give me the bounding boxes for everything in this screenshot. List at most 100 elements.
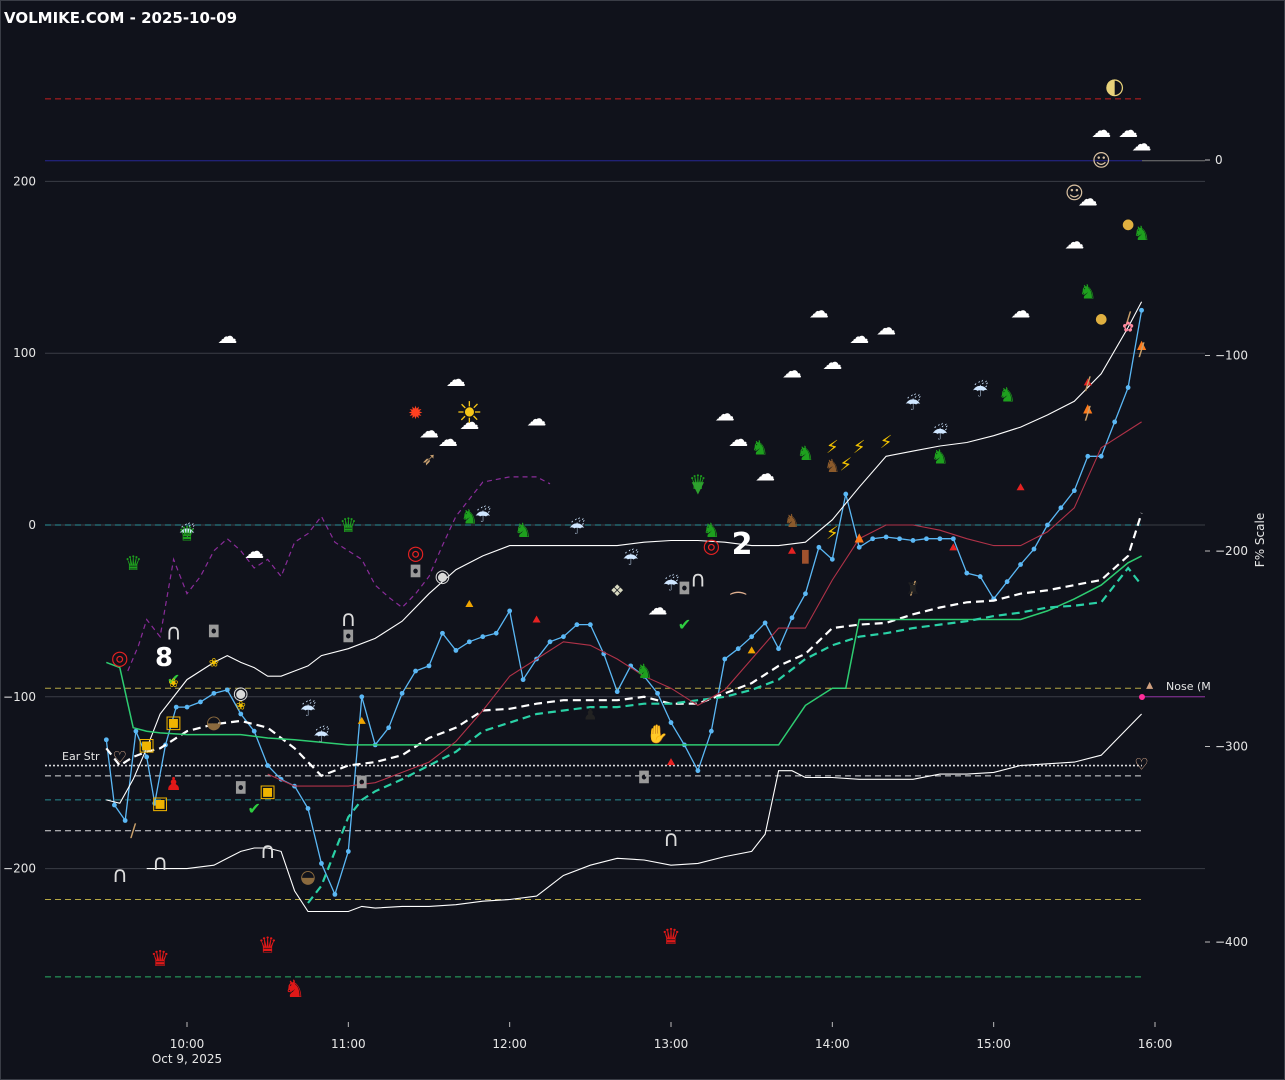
right-tick-label: −400 [1215,935,1248,949]
series-point [493,630,499,636]
queen-green-icon: ♛ [124,551,142,575]
series-point [937,536,943,542]
knight-green-icon: ♞ [796,441,814,465]
series-point [561,634,566,640]
series-point [1085,453,1091,459]
queen-green-icon: ♛ [689,470,707,494]
queen-red-icon: ♛ [661,925,681,950]
right-tick-label: −300 [1215,740,1248,754]
queen-red-icon: ♛ [258,933,278,958]
cloud-icon: ☁ [1078,187,1098,211]
ear-icon: ♡ [113,747,127,766]
series-point [453,648,459,653]
explosion-icon: ✹ [408,403,423,424]
money-icon: ● [1095,311,1107,327]
series-point [977,574,983,579]
series-point [251,728,257,734]
honey-icon: ▣ [152,793,169,814]
lightning-icon: ⚡ [826,523,839,544]
queen-green-icon: ♛ [339,513,357,537]
x-tick-label: 14:00 [815,1037,850,1051]
bee-icon: ❀ [169,676,179,690]
right-axis-label: F% Scale [1253,513,1267,567]
knight-green-icon: ♞ [751,436,769,460]
signal-triangle [532,615,541,623]
rain-icon: ☔ [905,393,921,415]
right-tick-label: −200 [1215,544,1248,558]
queen-red-icon: ♛ [150,947,170,972]
x-tick-label: 15:00 [976,1037,1011,1051]
knight-green-icon: ♞ [931,444,949,468]
headphones-icon: ∩ [340,607,356,632]
series-point [1045,522,1050,528]
chess-group-icon: ♜ [906,579,920,598]
signal-triangle [1083,378,1092,386]
series-point [776,646,781,652]
y-tick-label: −100 [3,690,36,704]
series-point [122,818,128,823]
cloud-icon: ☁ [244,539,264,563]
feather-icon: ∕ [1139,339,1146,360]
series-point [265,763,271,768]
series-point [520,677,526,683]
series-point [413,668,418,674]
series-point [749,634,755,640]
y-tick-label: 100 [13,346,36,360]
headphones-icon: ∩ [152,851,168,876]
signal-triangle [357,716,366,724]
cloud-icon: ☁ [459,410,479,434]
series-point [144,754,150,760]
series-point [789,615,795,621]
series-point [897,536,902,542]
series-point [1058,505,1064,511]
feather-icon: ∕ [1125,308,1132,329]
series-line-white_upper [106,301,1143,804]
series-point [198,699,203,705]
knight-green-icon: ♞ [702,518,720,542]
series-point [332,891,338,897]
series-point [924,536,929,542]
sun-icon: ☀ [456,396,483,431]
series-point [305,806,311,811]
ear-icon: ♡ [1134,754,1148,773]
rain-icon: ☔ [569,517,585,539]
headphones-icon: ∩ [166,621,182,646]
cloud-icon: ☁ [527,406,547,430]
elephant-icon: ◘ [678,579,691,598]
feather-icon: ∕ [130,820,137,841]
bee-icon: ❀ [209,655,219,669]
series-point [856,544,862,550]
chart-title: VOLMIKE.COM - 2025-10-09 [4,9,238,27]
series-point [964,570,970,576]
eye-icon: ◉ [233,683,249,704]
annotation-ear: Ear Str [62,750,100,763]
series-line-white_lower [146,713,1142,913]
signal-triangle [667,758,675,766]
cloud-icon: ☁ [446,367,466,391]
series-point [614,689,620,695]
moon-icon: ◐ [1105,74,1124,99]
series-point [803,591,808,597]
knight-green-icon: ♞ [514,518,532,542]
elephant-icon: ◘ [234,778,247,797]
series-point [883,534,889,540]
rain-icon: ☔ [475,505,491,527]
honey-icon: ▣ [165,712,182,733]
series-point [1125,385,1131,390]
series-point [1139,307,1144,313]
horse-icon: ♞ [824,456,840,477]
series-line-maroon [267,421,1142,787]
cloud-icon: ☁ [438,427,458,451]
cloud-icon: ☁ [648,595,668,619]
check-icon: ✔ [167,670,180,689]
elephant-icon: ◘ [355,773,368,792]
cloud-icon: ☁ [1011,298,1031,322]
glove-icon: ✋ [646,723,668,745]
series-point [359,694,365,700]
signal-triangle [1016,483,1025,491]
feather-icon: ∕ [1085,374,1092,395]
bone-icon: ❖ [610,581,624,600]
series-point [1018,562,1023,567]
